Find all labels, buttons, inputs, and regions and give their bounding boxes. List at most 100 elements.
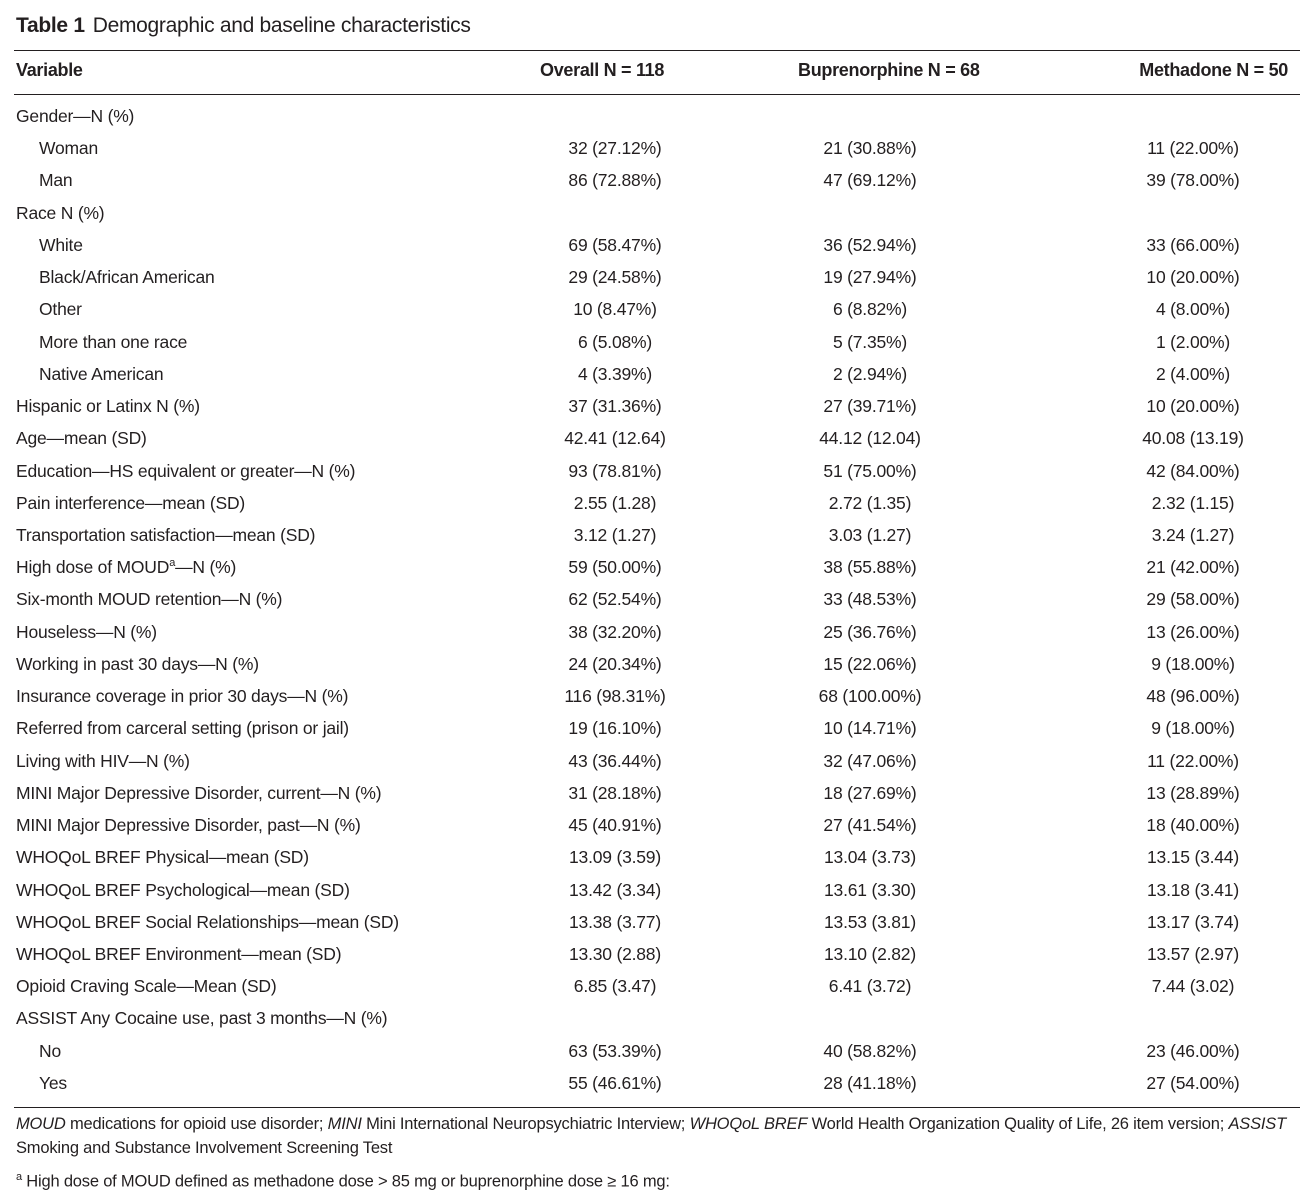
- cell-buprenorphine: 13.61 (3.30): [824, 879, 916, 900]
- row-label-text: Woman: [39, 138, 98, 159]
- row-label: Six-month MOUD retention—N (%): [16, 589, 282, 610]
- cell-overall: 6 (5.08%): [577, 331, 653, 352]
- cell-methadone: 39 (78.00%): [1146, 170, 1240, 191]
- cell-methadone: 9 (18.00%): [1151, 653, 1235, 674]
- row-label-text: WHOQoL BREF Psychological—mean (SD): [16, 879, 350, 900]
- cell-overall: 55 (46.61%): [568, 1072, 662, 1093]
- row-label: Education—HS equivalent or greater—N (%): [16, 461, 355, 482]
- cell-overall: 19 (16.10%): [568, 718, 662, 739]
- cell-buprenorphine: 13.53 (3.81): [824, 911, 916, 932]
- cell-buprenorphine: 27 (41.54%): [823, 815, 917, 836]
- row-label-text: MINI Major Depressive Disorder, past—N (…: [16, 815, 361, 836]
- abbrev-term: MINI: [327, 1115, 362, 1133]
- table-row: Native American 4 (3.39%) 2 (2.94%) 2 (4.00…: [0, 364, 1310, 396]
- table-row: Black/African American 29 (24.58%) 19 (27.…: [0, 267, 1310, 299]
- row-label-text: More than one race: [39, 331, 188, 352]
- footnote-a: a High dose of MOUD defined as methadone…: [16, 1165, 1296, 1194]
- cell-methadone: 13.18 (3.41): [1147, 879, 1239, 900]
- cell-overall: 45 (40.91%): [568, 815, 662, 836]
- top-rule: [14, 50, 1300, 51]
- cell-buprenorphine: 2.72 (1.35): [828, 492, 912, 513]
- row-label-text: Education—HS equivalent or greater—N (%): [16, 460, 356, 481]
- table-row: Other 10 (8.47%) 6 (8.82%) 4 (8.00%): [0, 299, 1310, 331]
- row-label: Native American: [39, 364, 164, 385]
- cell-overall: 13.30 (2.88): [569, 943, 661, 964]
- cell-methadone: 11 (22.00%): [1147, 750, 1239, 771]
- cell-methadone: 40.08 (13.19): [1142, 428, 1244, 449]
- row-label-text: Insurance coverage in prior 30 days—N (%…: [16, 686, 349, 707]
- row-label: Yes: [39, 1073, 67, 1094]
- row-label: Pain interference—mean (SD): [16, 493, 245, 514]
- table-row: Woman 32 (27.12%) 21 (30.88%) 11 (22.00%): [0, 138, 1310, 170]
- cell-overall: 62 (52.54%): [568, 589, 662, 610]
- cell-buprenorphine: 15 (22.06%): [823, 653, 917, 674]
- header-methadone: Methadone N = 50: [1139, 60, 1288, 80]
- header-overall: Overall N = 118: [540, 60, 665, 80]
- cell-overall: 24 (20.34%): [568, 653, 662, 674]
- cell-overall: 13.38 (3.77): [569, 911, 661, 932]
- cell-buprenorphine: 44.12 (12.04): [819, 428, 921, 449]
- row-label-text: Living with HIV—N (%): [16, 750, 190, 771]
- row-label: No: [39, 1041, 61, 1062]
- cell-methadone: 2.32 (1.15): [1151, 492, 1235, 513]
- table-row: WHOQoL BREF Environment—mean (SD) 13.30 (…: [0, 944, 1310, 976]
- cell-methadone: 13 (28.89%): [1146, 782, 1240, 803]
- row-label: Race N (%): [16, 203, 105, 224]
- table-row: Race N (%): [0, 203, 1310, 235]
- row-label-text: High dose of MOUD: [16, 557, 170, 578]
- cell-buprenorphine: 19 (27.94%): [823, 267, 917, 288]
- cell-methadone: 21 (42.00%): [1146, 557, 1240, 578]
- row-label-text: WHOQoL BREF Physical—mean (SD): [16, 847, 309, 868]
- table-row: Houseless—N (%) 38 (32.20%) 25 (36.76%) 13 …: [0, 622, 1310, 654]
- footnote-a-mark: a: [16, 1171, 22, 1183]
- row-label: MINI Major Depressive Disorder, current—…: [16, 782, 382, 804]
- table-row: Education—HS equivalent or greater—N (%)…: [0, 461, 1310, 493]
- abbrev-def: World Health Organization Quality of Lif…: [807, 1115, 1229, 1133]
- table-row: Age—mean (SD) 42.41 (12.64) 44.12 (12.04) 4…: [0, 428, 1310, 460]
- header-variable: Variable: [16, 60, 83, 80]
- cell-buprenorphine: 6 (8.82%): [832, 299, 908, 320]
- cell-overall: 116 (98.31%): [564, 686, 666, 707]
- cell-buprenorphine: 27 (39.71%): [823, 396, 917, 417]
- abbrev-term: WHOQoL BREF: [689, 1115, 808, 1133]
- abbreviations-footnote: MOUD medications for opioid use disorder…: [16, 1112, 1296, 1160]
- cell-overall: 31 (28.18%): [568, 782, 662, 803]
- abbrev-def: medications for opioid use disorder;: [65, 1115, 328, 1133]
- table-row: White 69 (58.47%) 36 (52.94%) 33 (66.00%): [0, 235, 1310, 267]
- cell-overall: 93 (78.81%): [568, 460, 662, 481]
- row-label: Man: [39, 170, 73, 191]
- cell-methadone: 2 (4.00%): [1155, 363, 1231, 384]
- row-label-text: ASSIST Any Cocaine use, past 3 months—N …: [16, 1008, 388, 1029]
- header-rule: [14, 94, 1300, 95]
- cell-methadone: 10 (20.00%): [1146, 396, 1240, 417]
- cell-overall: 43 (36.44%): [568, 750, 662, 771]
- abbrev-term: MOUD: [16, 1115, 66, 1133]
- row-label: High dose of MOUDa—N (%): [16, 557, 236, 578]
- row-label: Gender—N (%): [16, 106, 134, 127]
- cell-buprenorphine: 21 (30.88%): [823, 138, 917, 159]
- row-label-text: White: [39, 234, 83, 255]
- table-row: WHOQoL BREF Social Relationships—mean (S…: [0, 912, 1310, 944]
- cell-overall: 38 (32.20%): [568, 621, 662, 642]
- cell-buprenorphine: 3.03 (1.27): [828, 524, 912, 545]
- row-label-text: MINI Major Depressive Disorder, current—…: [16, 782, 382, 803]
- table-row: Six-month MOUD retention—N (%) 62 (52.54%…: [0, 589, 1310, 621]
- row-label-text: Other: [39, 299, 82, 320]
- row-label-text: Six-month MOUD retention—N (%): [16, 589, 283, 610]
- cell-overall: 13.09 (3.59): [569, 847, 661, 868]
- table-row: Opioid Craving Scale—Mean (SD) 6.85 (3.47…: [0, 976, 1310, 1008]
- row-label-text: Age—mean (SD): [16, 428, 147, 449]
- abbrev-term: ASSIST: [1228, 1115, 1286, 1133]
- cell-buprenorphine: 13.10 (2.82): [824, 943, 916, 964]
- cell-overall: 59 (50.00%): [568, 557, 662, 578]
- cell-methadone: 13 (26.00%): [1146, 621, 1240, 642]
- cell-buprenorphine: 25 (36.76%): [823, 621, 917, 642]
- table-row: WHOQoL BREF Psychological—mean (SD) 13.42…: [0, 880, 1310, 912]
- row-label-text: Working in past 30 days—N (%): [16, 653, 259, 674]
- table-row: Working in past 30 days—N (%) 24 (20.34%)…: [0, 654, 1310, 686]
- row-label: WHOQoL BREF Social Relationships—mean (S…: [16, 912, 399, 933]
- cell-methadone: 9 (18.00%): [1151, 718, 1235, 739]
- cell-buprenorphine: 36 (52.94%): [823, 234, 917, 255]
- table-row: ASSIST Any Cocaine use, past 3 months—N …: [0, 1008, 1310, 1040]
- footnote-a-text: High dose of MOUD defined as methadone d…: [21, 1172, 670, 1191]
